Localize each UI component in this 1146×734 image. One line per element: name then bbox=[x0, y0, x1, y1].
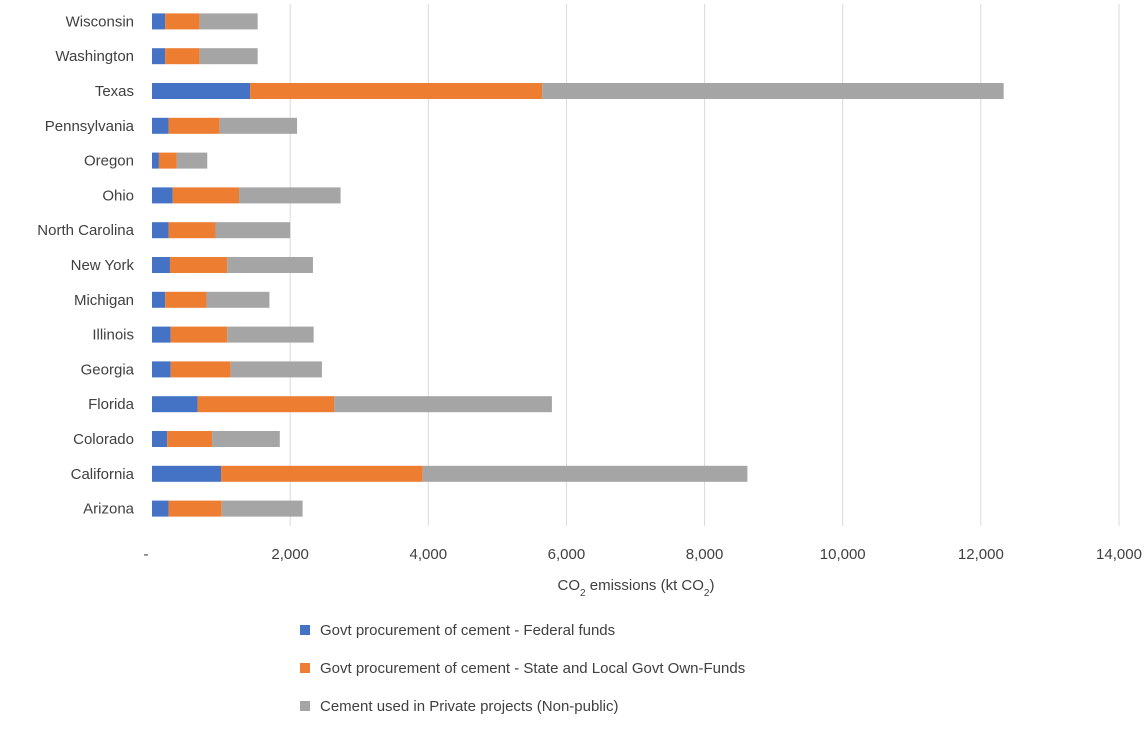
x-tick-labels: - 2,000 4,000 6,000 8,000 10,000 12,000 14,000 bbox=[144, 546, 1142, 563]
category-label: Georgia bbox=[81, 361, 135, 378]
x-tick-label: 10,000 bbox=[820, 546, 866, 563]
bar-segment bbox=[152, 500, 169, 517]
legend-swatch-private bbox=[300, 701, 310, 711]
bar-segment bbox=[165, 291, 207, 308]
category-label: Ohio bbox=[102, 187, 134, 204]
legend-item-federal: Govt procurement of cement - Federal fun… bbox=[300, 620, 745, 640]
bar-series bbox=[152, 13, 1004, 517]
bar-segment bbox=[152, 13, 166, 30]
bar-segment bbox=[542, 83, 1004, 99]
x-tick-label: 2,000 bbox=[271, 546, 309, 563]
x-tick-label: 14,000 bbox=[1096, 546, 1142, 563]
bar-segment bbox=[152, 48, 166, 65]
bar-segment bbox=[152, 152, 159, 169]
bar-segment bbox=[152, 187, 173, 204]
bar-segment bbox=[250, 83, 543, 99]
category-label: Colorado bbox=[73, 431, 134, 448]
bar-segment bbox=[152, 465, 222, 482]
bar-segment bbox=[230, 361, 322, 378]
category-label: California bbox=[71, 466, 135, 483]
bar-segment bbox=[165, 13, 200, 30]
category-label: North Carolina bbox=[37, 222, 134, 239]
bar-segment bbox=[422, 465, 748, 482]
category-label: New York bbox=[71, 257, 135, 274]
category-label: Wisconsin bbox=[66, 13, 134, 30]
gridlines bbox=[289, 4, 1120, 526]
bar-segment bbox=[170, 361, 231, 378]
category-labels: Wisconsin Washington Texas Pennsylvania Oreg… bbox=[37, 13, 134, 517]
legend-swatch-state-local bbox=[300, 663, 310, 673]
bar-segment bbox=[212, 431, 280, 447]
category-label: Illinois bbox=[92, 327, 134, 344]
x-tick-label: 4,000 bbox=[410, 546, 448, 563]
category-label: Florida bbox=[88, 396, 135, 413]
legend-item-private: Cement used in Private projects (Non-pub… bbox=[300, 696, 745, 716]
bar-segment bbox=[227, 326, 314, 343]
legend: Govt procurement of cement - Federal fun… bbox=[300, 620, 745, 734]
legend-item-state-local: Govt procurement of cement - State and L… bbox=[300, 658, 745, 678]
bar-segment bbox=[221, 465, 423, 482]
category-label: Washington bbox=[55, 48, 134, 65]
category-label: Michigan bbox=[74, 292, 134, 309]
bar-segment bbox=[219, 117, 298, 134]
bar-segment bbox=[168, 222, 216, 239]
bar-segment bbox=[168, 500, 222, 517]
bar-segment bbox=[169, 257, 228, 273]
stacked-bar-chart: Wisconsin Washington Texas Pennsylvania Oreg… bbox=[37, 4, 1142, 599]
bar-segment bbox=[215, 222, 291, 239]
x-tick-label: - bbox=[144, 546, 149, 563]
bar-segment bbox=[176, 152, 208, 169]
bar-segment bbox=[221, 500, 303, 517]
bar-segment bbox=[152, 222, 169, 239]
bar-segment bbox=[167, 431, 213, 447]
bar-segment bbox=[152, 291, 166, 308]
category-label: Pennsylvania bbox=[45, 118, 135, 135]
bar-segment bbox=[227, 257, 313, 273]
bar-segment bbox=[158, 152, 177, 169]
category-label: Oregon bbox=[84, 153, 134, 170]
bar-segment bbox=[199, 13, 258, 30]
legend-swatch-federal bbox=[300, 625, 310, 635]
bar-segment bbox=[152, 361, 171, 378]
x-tick-label: 8,000 bbox=[686, 546, 724, 563]
bar-segment bbox=[170, 326, 228, 343]
bar-segment bbox=[239, 187, 341, 204]
bar-segment bbox=[152, 396, 198, 413]
bar-segment bbox=[152, 117, 169, 134]
bar-segment bbox=[199, 48, 258, 65]
bar-segment bbox=[165, 48, 200, 65]
bar-segment bbox=[152, 257, 170, 273]
legend-label-state-local: Govt procurement of cement - State and L… bbox=[320, 659, 746, 677]
bar-segment bbox=[334, 396, 552, 413]
x-tick-label: 6,000 bbox=[548, 546, 586, 563]
category-label: Arizona bbox=[83, 501, 135, 518]
bar-segment bbox=[206, 291, 270, 308]
x-tick-label: 12,000 bbox=[958, 546, 1004, 563]
bar-segment bbox=[152, 83, 251, 99]
bar-segment bbox=[152, 431, 168, 447]
legend-label-federal: Govt procurement of cement - Federal fun… bbox=[320, 621, 616, 639]
bar-segment bbox=[168, 117, 220, 134]
legend-label-private: Cement used in Private projects (Non-pub… bbox=[320, 697, 619, 715]
bar-segment bbox=[197, 396, 335, 413]
bar-segment bbox=[172, 187, 240, 204]
category-label: Texas bbox=[95, 83, 134, 100]
bar-segment bbox=[152, 326, 171, 343]
x-axis-title: CO2 emissions (kt CO2) bbox=[558, 577, 715, 599]
